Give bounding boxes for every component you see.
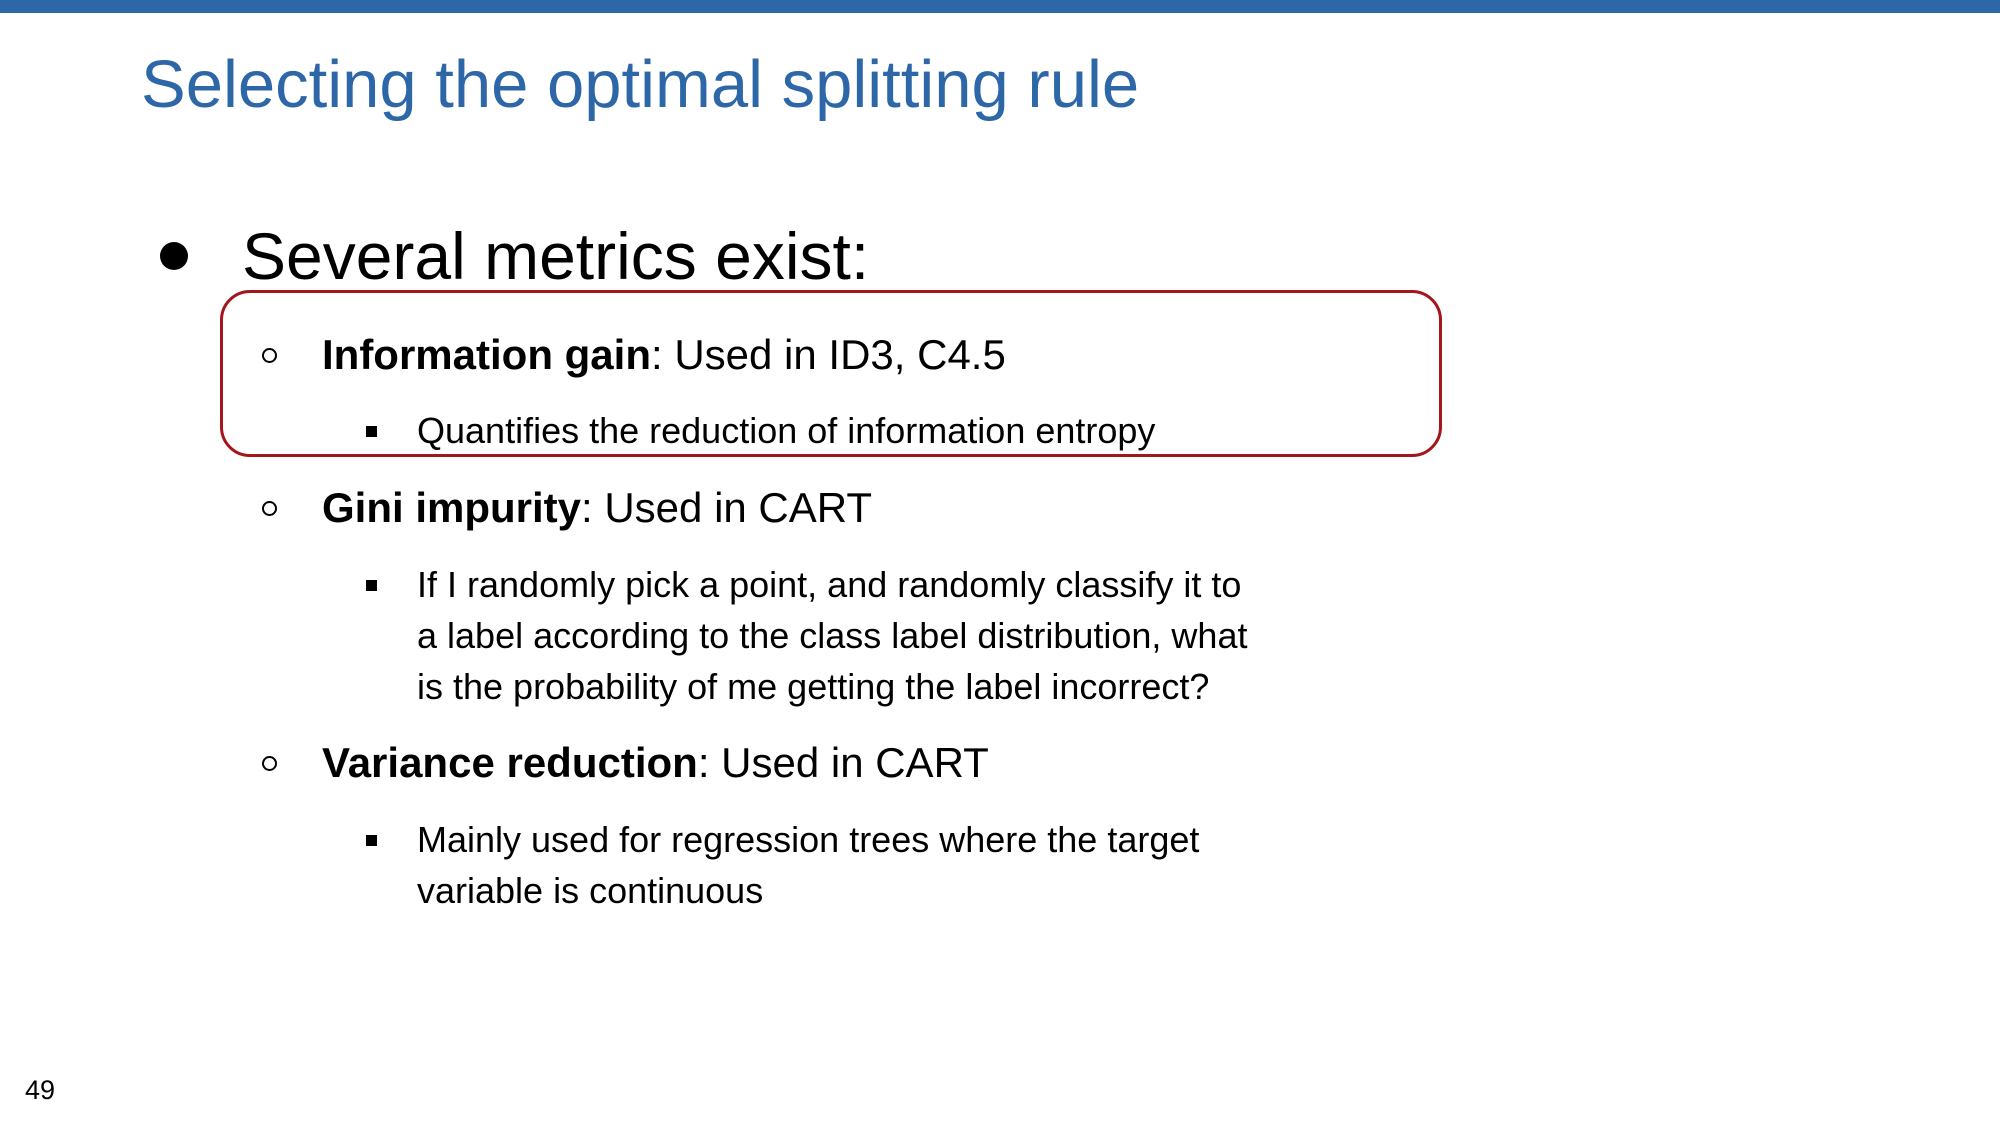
square-bullet-icon — [366, 426, 377, 437]
metric-description-information-gain: Quantifies the reduction of information … — [366, 405, 1155, 456]
hollow-bullet-icon — [262, 755, 277, 771]
top-accent-bar — [0, 0, 2000, 13]
description-line: If I randomly pick a point, and randomly… — [417, 564, 1242, 605]
metric-detail: : Used in ID3, C4.5 — [651, 331, 1006, 378]
slide-title: Selecting the optimal splitting rule — [141, 47, 1140, 122]
hollow-bullet-icon — [262, 347, 277, 363]
highlight-box — [220, 290, 1442, 457]
metric-information-gain: Information gain: Used in ID3, C4.5 — [262, 325, 1006, 385]
metric-description-gini-impurity: If I randomly pick a point, and randomly… — [366, 559, 1247, 712]
metric-line: Information gain: Used in ID3, C4.5 — [322, 331, 1006, 379]
description-line: Mainly used for regression trees where t… — [417, 819, 1200, 860]
description-line: Quantifies the reduction of information … — [417, 410, 1156, 451]
metric-detail: : Used in CART — [581, 484, 873, 531]
page-number: 49 — [25, 1075, 56, 1105]
metric-variance-reduction: Variance reduction: Used in CART — [262, 733, 989, 793]
filled-bullet-icon — [160, 242, 188, 270]
description-line: variable is continuous — [417, 870, 764, 911]
metric-description-variance-reduction: Mainly used for regression trees where t… — [366, 814, 1199, 916]
description-line: a label according to the class label dis… — [417, 615, 1248, 656]
metric-line: Gini impurity: Used in CART — [322, 484, 872, 532]
metric-gini-impurity: Gini impurity: Used in CART — [262, 478, 872, 538]
metric-name: Information gain — [322, 331, 651, 378]
square-bullet-icon — [366, 835, 377, 846]
metric-name: Variance reduction — [322, 739, 698, 786]
metric-line: Variance reduction: Used in CART — [322, 739, 989, 787]
main-bullet-text: Several metrics exist: — [242, 219, 870, 293]
metric-detail: : Used in CART — [697, 739, 989, 786]
main-bullet: Several metrics exist: — [160, 216, 869, 296]
metric-name: Gini impurity — [322, 484, 582, 531]
hollow-bullet-icon — [262, 500, 277, 516]
description-line: is the probability of me getting the lab… — [417, 666, 1210, 707]
square-bullet-icon — [366, 580, 377, 591]
